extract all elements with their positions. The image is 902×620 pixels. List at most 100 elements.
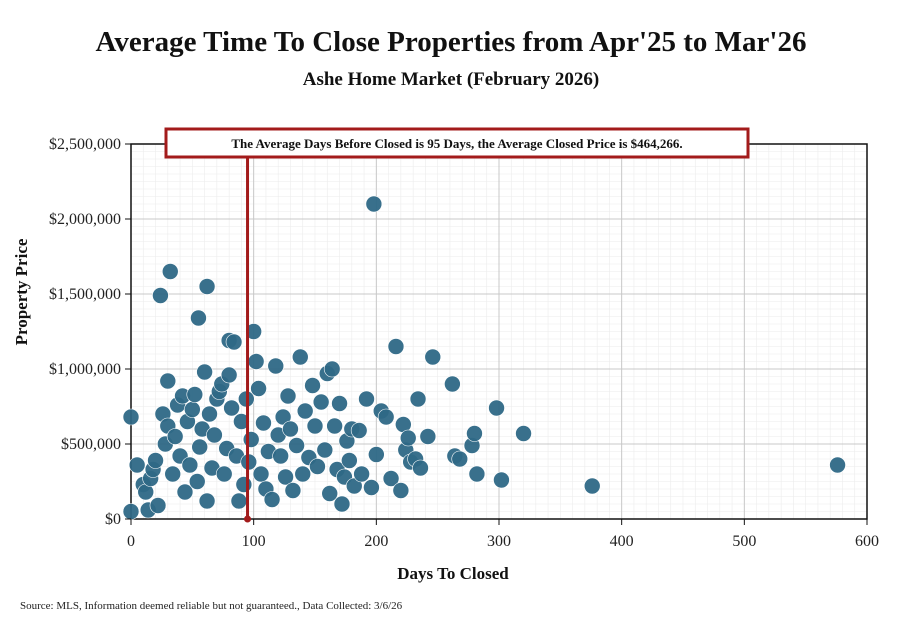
data-point: [196, 363, 213, 381]
data-point: [419, 428, 437, 445]
data-point: [444, 375, 461, 393]
data-point: [220, 366, 238, 384]
y-axis-title: Property Price: [12, 238, 31, 345]
data-point: [341, 452, 358, 469]
y-tick-label: $500,000: [61, 436, 121, 453]
data-point: [583, 477, 601, 495]
data-point: [122, 408, 140, 426]
x-axis-ticks: 0 100 200 300 400 500 600: [127, 519, 879, 550]
x-axis-title: Days To Closed: [397, 564, 509, 583]
data-point: [466, 425, 483, 442]
data-point: [186, 386, 204, 403]
data-point: [382, 470, 400, 487]
average-days-marker: [244, 515, 252, 523]
data-point: [353, 465, 370, 483]
data-point: [321, 485, 339, 502]
data-point: [274, 408, 292, 426]
data-point: [399, 429, 417, 447]
y-tick-label: $0: [105, 511, 121, 528]
data-point: [128, 456, 146, 474]
data-point: [255, 414, 272, 432]
data-point: [358, 390, 375, 408]
data-point: [184, 401, 201, 418]
data-point: [333, 495, 351, 513]
data-point: [288, 437, 305, 454]
scatter-chart: $0 $500,000 $1,000,000 $1,500,000 $2,000,000…: [12, 127, 879, 583]
data-point: [223, 399, 240, 417]
y-tick-label: $1,000,000: [49, 361, 121, 378]
data-point: [323, 360, 341, 378]
data-point: [188, 473, 206, 490]
data-point: [306, 417, 324, 435]
data-point: [296, 402, 314, 420]
data-point: [312, 393, 330, 411]
data-point: [198, 278, 216, 295]
data-point: [279, 387, 297, 405]
data-point: [152, 287, 169, 304]
data-point: [424, 348, 442, 366]
data-point: [267, 357, 285, 375]
data-point: [363, 479, 380, 496]
data-point: [387, 338, 405, 355]
source-note: Source: MLS, Information deemed reliable…: [20, 600, 403, 612]
data-point: [164, 465, 182, 483]
data-point: [488, 399, 505, 417]
y-tick-label: $2,500,000: [49, 136, 121, 153]
y-axis-ticks: $0 $500,000 $1,000,000 $1,500,000 $2,000,000…: [49, 136, 131, 528]
data-point: [201, 405, 218, 423]
data-point: [230, 492, 248, 510]
data-point: [282, 420, 299, 438]
data-point: [829, 456, 846, 474]
data-point: [291, 348, 309, 366]
data-point: [377, 408, 395, 426]
data-point: [225, 333, 243, 351]
x-tick-label: 100: [242, 533, 266, 550]
data-point: [392, 482, 410, 499]
data-point: [304, 377, 321, 394]
data-point: [412, 459, 429, 477]
data-point: [247, 353, 265, 370]
data-point: [198, 492, 216, 510]
data-point: [149, 497, 167, 514]
data-point: [368, 446, 385, 463]
x-tick-label: 300: [487, 533, 511, 550]
data-point: [350, 422, 368, 439]
data-point: [181, 456, 199, 474]
data-point: [309, 458, 326, 475]
data-point: [365, 195, 383, 213]
chart-title: Average Time To Close Properties from Ap…: [95, 26, 807, 58]
data-point: [294, 465, 312, 483]
data-point: [161, 263, 179, 280]
data-point: [215, 465, 233, 483]
data-point: [206, 426, 223, 444]
data-point: [245, 323, 262, 340]
x-tick-label: 500: [732, 533, 756, 550]
data-point: [345, 477, 363, 495]
y-tick-label: $2,000,000: [49, 211, 121, 228]
annotation-box: [164, 127, 750, 159]
y-tick-label: $1,500,000: [49, 286, 121, 303]
data-points: [122, 195, 846, 520]
data-point: [263, 491, 281, 508]
data-point: [250, 380, 267, 397]
data-point: [468, 465, 486, 483]
data-point: [331, 395, 348, 412]
data-point: [409, 390, 427, 408]
average-annotation: The Average Days Before Closed is 95 Day…: [164, 127, 750, 159]
x-tick-label: 600: [855, 533, 879, 550]
data-point: [190, 309, 207, 327]
data-point: [235, 476, 253, 493]
data-point: [147, 452, 164, 469]
data-point: [326, 417, 343, 435]
data-point: [242, 431, 260, 448]
data-point: [166, 428, 184, 445]
annotation-text: The Average Days Before Closed is 95 Day…: [231, 136, 682, 151]
x-tick-label: 400: [610, 533, 634, 550]
data-point: [277, 468, 294, 486]
data-point: [316, 441, 334, 459]
x-tick-label: 200: [364, 533, 388, 550]
data-point: [176, 483, 194, 501]
data-point: [493, 471, 510, 489]
data-point: [233, 413, 250, 430]
chart-subtitle: Ashe Home Market (February 2026): [302, 69, 600, 90]
